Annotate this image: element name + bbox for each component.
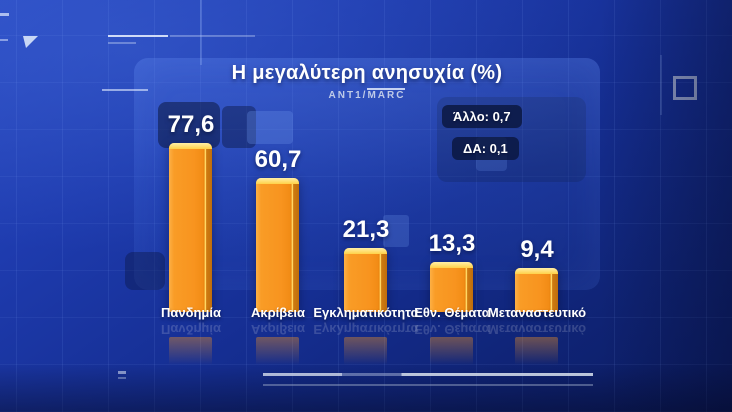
bar-category-label: Εθν. Θέματα	[414, 305, 490, 320]
decor-line	[118, 371, 126, 374]
bar-column: 77,6 Πανδημία Πανδημία	[131, 0, 251, 412]
bar-category-label: Εγκληματικότητα	[313, 305, 419, 320]
bar	[169, 143, 212, 312]
bar-value: 21,3	[342, 216, 390, 243]
decor-line	[118, 377, 126, 379]
annotation-other-badge: Άλλο: 0,7	[442, 105, 522, 128]
bar-value: 77,6	[167, 111, 215, 138]
chart-title: Η μεγαλύτερη ανησυχία (%)	[231, 62, 503, 84]
bar-category-label: Ακρίβεια	[251, 305, 305, 320]
bar-column: 60,7 Ακρίβεια Ακρίβεια	[218, 0, 338, 412]
annotation-dk-badge: ΔΑ: 0,1	[452, 137, 519, 160]
bar-category-label: Πανδημία	[161, 305, 221, 320]
decor-line	[0, 13, 9, 16]
bar-value: 9,4	[520, 236, 554, 263]
bar-reflection	[256, 337, 299, 365]
bar	[344, 248, 387, 312]
source-channel: ANT1/	[328, 90, 368, 101]
bar	[515, 268, 558, 312]
bar-value: 60,7	[254, 146, 302, 173]
bar	[430, 262, 473, 312]
bar-value: 13,3	[428, 230, 476, 257]
square-outline-icon	[673, 76, 697, 100]
source-agency: MARC	[367, 88, 406, 101]
decor-line	[0, 39, 8, 41]
bar-reflection	[515, 337, 558, 365]
source-label: ANT1/MARC	[134, 88, 600, 101]
bar-category-label: Μεταναστευτικό	[487, 305, 587, 320]
bar-reflection	[430, 337, 473, 365]
bar-column: 9,4 Μεταναστευτικό Μεταναστευτικό	[477, 0, 597, 412]
bar	[256, 178, 299, 312]
bar-reflection	[344, 337, 387, 365]
label-reflection: Μεταναστευτικό	[487, 322, 587, 337]
decor-line	[660, 55, 662, 115]
bar-reflection	[169, 337, 212, 365]
bar-column: 21,3 Εγκληματικότητα Εγκληματικότητα	[306, 0, 426, 412]
corner-arrow-icon	[23, 36, 38, 48]
bar-column: 13,3 Εθν. Θέματα Εθν. Θέματα	[392, 0, 512, 412]
